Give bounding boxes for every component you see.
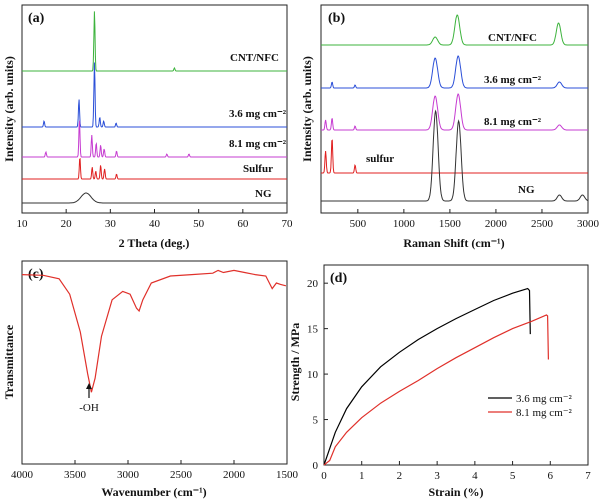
series-b-4 — [321, 109, 589, 202]
panel-d-series — [323, 287, 549, 466]
panel-b-label: (b) — [328, 11, 345, 26]
panel-c-frame — [21, 260, 288, 465]
xtick-label-d-2: 2 — [397, 470, 403, 482]
xtick-label-d-6: 6 — [548, 470, 554, 482]
panel-b-frame — [320, 4, 589, 214]
panel-c-xticks: 4000 3500 3000 2500 2000 1500 — [11, 460, 299, 481]
series-a-4 — [22, 192, 287, 204]
xtick-label-b-4: 2500 — [531, 218, 554, 230]
xtick-label-c-3: 2500 — [170, 469, 193, 481]
xtick-label-b-1: 1000 — [393, 218, 416, 230]
xtick-label-a-0: 10 — [17, 218, 29, 230]
series-a-1 — [22, 62, 287, 128]
legend-label-3-6: 3.6 mg cm⁻² — [516, 393, 573, 405]
series-d-1 — [323, 314, 549, 466]
xtick-label-c-2: 3000 — [117, 469, 140, 481]
legend-label-8-1: 8.1 mg cm⁻² — [516, 407, 573, 419]
label-cnt-nfc: CNT/NFC — [230, 52, 279, 64]
xtick-label-c-1: 3500 — [64, 469, 87, 481]
panel-a-xrd: (a) Intensity (arb. units) 2 Theta (deg.… — [2, 4, 294, 250]
ytick-label-d-3: 15 — [307, 324, 319, 336]
series-a-3 — [22, 157, 287, 180]
xtick-label-d-7: 7 — [585, 470, 591, 482]
panel-b-ylabel: Intensity (arb. units) — [300, 56, 314, 162]
xtick-label-c-0: 4000 — [11, 469, 34, 481]
label-b-ng: NG — [518, 184, 535, 196]
xtick-label-b-0: 500 — [350, 218, 367, 230]
xtick-label-a-2: 30 — [105, 218, 117, 230]
xtick-label-b-2: 1500 — [439, 218, 462, 230]
label-3-6: 3.6 mg cm⁻² — [229, 108, 287, 120]
panel-b-series — [321, 14, 589, 202]
panel-d-ticks: 0 5 10 15 20 0 1 2 3 4 5 6 7 — [307, 278, 591, 482]
xtick-label-c-5: 1500 — [276, 469, 299, 481]
panel-a-xlabel: 2 Theta (deg.) — [119, 236, 190, 250]
ytick-label-d-0: 0 — [313, 460, 319, 472]
panel-a-series — [22, 11, 287, 204]
panel-a-series-labels: CNT/NFC 3.6 mg cm⁻² 8.1 mg cm⁻² Sulfur N… — [229, 52, 287, 200]
panel-d-legend: 3.6 mg cm⁻² 8.1 mg cm⁻² — [488, 393, 573, 419]
series-c-0 — [21, 269, 287, 393]
label-b-sulfur: sulfur — [366, 153, 394, 165]
xtick-label-d-3: 3 — [434, 470, 440, 482]
ytick-label-d-2: 10 — [307, 369, 319, 381]
panel-b-raman: (b) Intensity (arb. units) Raman Shift (… — [300, 4, 600, 250]
xtick-label-d-4: 4 — [472, 470, 478, 482]
series-a-2 — [22, 120, 287, 158]
series-a-0 — [22, 11, 287, 72]
panel-a-label: (a) — [28, 11, 45, 26]
xtick-label-d-1: 1 — [359, 470, 365, 482]
xtick-label-a-6: 70 — [282, 218, 294, 230]
ytick-label-d-4: 20 — [307, 278, 319, 290]
oh-arrowhead — [86, 383, 92, 389]
panel-d-label: (d) — [330, 271, 347, 286]
label-b-8-1: 8.1 mg cm⁻² — [484, 116, 542, 128]
ytick-label-d-1: 5 — [313, 415, 319, 427]
panel-d-ylabel: Strength / MPa — [288, 323, 302, 401]
panel-b-xticks: 500 1000 1500 2000 2500 3000 — [350, 209, 600, 230]
xtick-label-c-4: 2000 — [223, 469, 246, 481]
label-b-3-6: 3.6 mg cm⁻² — [484, 74, 542, 86]
panel-c-xlabel: Wavenumber (cm⁻¹) — [101, 485, 206, 499]
panel-d-frame — [323, 264, 589, 466]
label-b-cnt-nfc: CNT/NFC — [488, 32, 537, 44]
series-b-0 — [321, 14, 588, 46]
xtick-label-a-1: 20 — [61, 218, 73, 230]
xtick-label-a-5: 60 — [237, 218, 249, 230]
panel-c-ftir: (c) Transmittance Wavenumber (cm⁻¹) 4000… — [2, 260, 299, 499]
label-8-1: 8.1 mg cm⁻² — [229, 138, 287, 150]
panel-c-series — [21, 269, 287, 393]
panel-d-xlabel: Strain (%) — [429, 485, 484, 499]
series-d-0 — [323, 287, 531, 466]
panel-c-ylabel: Transmittance — [2, 324, 16, 399]
xtick-label-b-3: 2000 — [485, 218, 508, 230]
panel-a-ylabel: Intensity (arb. units) — [2, 56, 16, 162]
panel-b-xlabel: Raman Shift (cm⁻¹) — [403, 236, 504, 250]
label-sulfur: Sulfur — [243, 163, 273, 175]
xtick-label-b-5: 3000 — [577, 218, 600, 230]
xtick-label-d-0: 0 — [321, 470, 327, 482]
series-b-3 — [321, 139, 588, 174]
xtick-label-d-5: 5 — [510, 470, 516, 482]
panel-a-xticks: 10 20 30 40 50 60 70 — [17, 209, 294, 230]
series-b-2 — [321, 93, 588, 131]
xtick-label-a-3: 40 — [149, 218, 161, 230]
label-ng: NG — [255, 188, 272, 200]
panel-b-series-labels: CNT/NFC 3.6 mg cm⁻² 8.1 mg cm⁻² sulfur N… — [366, 32, 542, 196]
oh-annotation: -OH — [79, 402, 99, 414]
xtick-label-a-4: 50 — [193, 218, 205, 230]
series-b-1 — [321, 55, 588, 89]
